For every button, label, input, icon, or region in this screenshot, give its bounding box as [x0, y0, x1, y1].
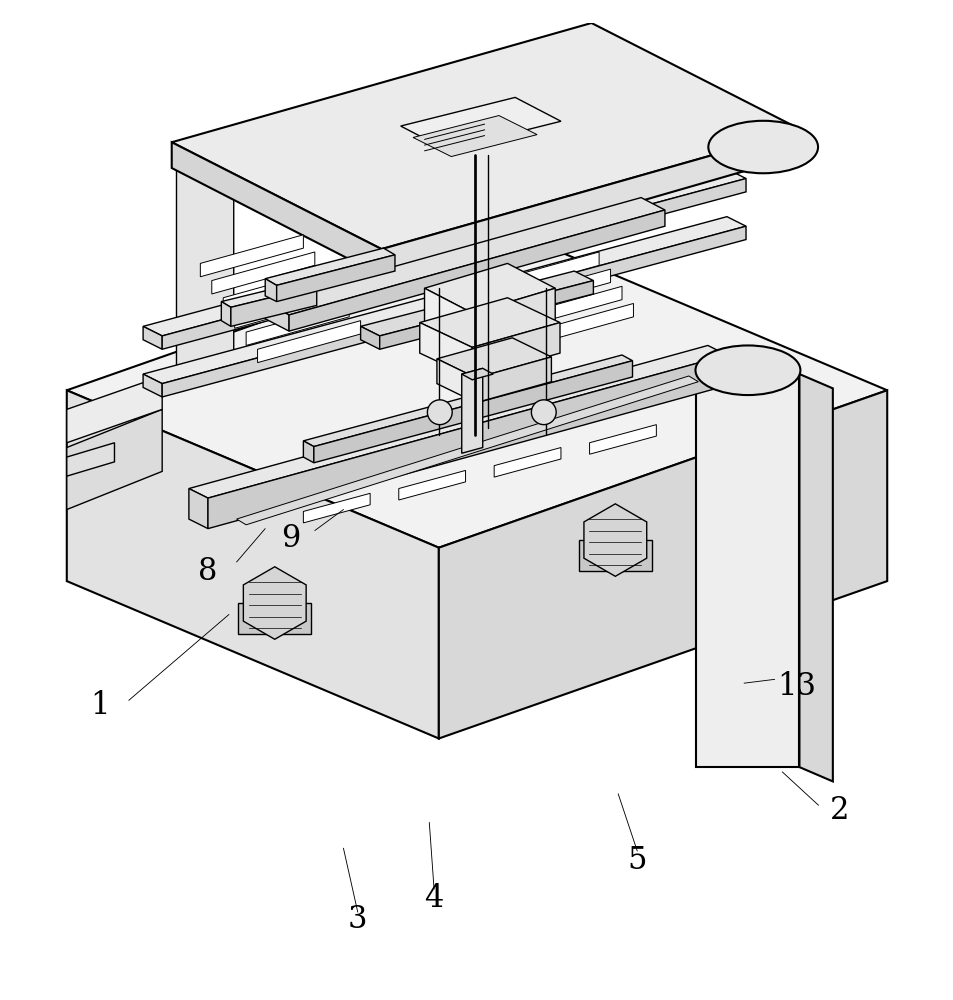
Polygon shape	[236, 376, 698, 525]
Polygon shape	[578, 540, 651, 571]
Polygon shape	[379, 281, 593, 349]
Text: 2: 2	[829, 795, 848, 826]
Polygon shape	[589, 425, 656, 454]
Polygon shape	[143, 217, 745, 384]
Polygon shape	[419, 323, 472, 378]
Polygon shape	[424, 263, 555, 313]
Polygon shape	[189, 345, 726, 498]
Polygon shape	[398, 470, 465, 500]
Text: 9: 9	[281, 523, 300, 554]
Polygon shape	[162, 179, 745, 349]
Polygon shape	[257, 321, 360, 363]
Polygon shape	[530, 303, 633, 345]
Polygon shape	[223, 269, 326, 311]
Polygon shape	[246, 303, 349, 345]
Polygon shape	[472, 323, 559, 378]
Text: 5: 5	[627, 845, 646, 876]
Ellipse shape	[707, 121, 818, 173]
Polygon shape	[381, 130, 801, 276]
Polygon shape	[176, 147, 248, 174]
Polygon shape	[143, 374, 162, 397]
Polygon shape	[221, 281, 316, 307]
Polygon shape	[518, 286, 621, 328]
Polygon shape	[265, 303, 289, 331]
Polygon shape	[143, 169, 745, 336]
Polygon shape	[583, 504, 646, 576]
Polygon shape	[243, 567, 306, 639]
Circle shape	[531, 400, 556, 425]
Polygon shape	[461, 368, 493, 380]
Polygon shape	[496, 252, 598, 294]
Polygon shape	[419, 298, 559, 347]
Polygon shape	[314, 361, 632, 463]
Polygon shape	[238, 603, 311, 634]
Polygon shape	[67, 409, 162, 510]
Polygon shape	[231, 286, 316, 326]
Circle shape	[427, 400, 452, 425]
Text: 3: 3	[348, 904, 367, 935]
Polygon shape	[360, 271, 593, 336]
Polygon shape	[494, 448, 560, 477]
Polygon shape	[67, 390, 438, 738]
Polygon shape	[461, 368, 482, 453]
Polygon shape	[176, 147, 233, 371]
Polygon shape	[143, 326, 162, 349]
Polygon shape	[67, 233, 886, 548]
Polygon shape	[234, 286, 337, 328]
Polygon shape	[799, 374, 832, 781]
Text: 4: 4	[424, 883, 443, 914]
Polygon shape	[172, 23, 801, 249]
Polygon shape	[438, 390, 886, 738]
Polygon shape	[289, 210, 664, 331]
Polygon shape	[221, 302, 231, 326]
Polygon shape	[162, 226, 745, 397]
Text: 13: 13	[777, 671, 815, 702]
Polygon shape	[67, 376, 162, 443]
Text: 1: 1	[91, 690, 110, 721]
Polygon shape	[208, 355, 726, 529]
Polygon shape	[507, 269, 610, 311]
Polygon shape	[476, 357, 551, 403]
Polygon shape	[189, 489, 208, 529]
Polygon shape	[424, 288, 472, 347]
Polygon shape	[436, 359, 476, 403]
Polygon shape	[276, 255, 395, 302]
Polygon shape	[67, 443, 114, 476]
Polygon shape	[400, 97, 560, 150]
Polygon shape	[200, 235, 303, 277]
Polygon shape	[303, 493, 370, 523]
Polygon shape	[360, 326, 379, 349]
Polygon shape	[696, 374, 799, 767]
Polygon shape	[265, 248, 395, 285]
Ellipse shape	[695, 345, 800, 395]
Polygon shape	[303, 441, 314, 463]
Polygon shape	[436, 338, 551, 378]
Polygon shape	[265, 198, 664, 315]
Polygon shape	[172, 142, 381, 276]
Text: 8: 8	[198, 556, 217, 587]
Polygon shape	[413, 116, 537, 157]
Polygon shape	[472, 288, 555, 347]
Polygon shape	[212, 252, 314, 294]
Polygon shape	[303, 355, 632, 447]
Polygon shape	[265, 279, 276, 302]
